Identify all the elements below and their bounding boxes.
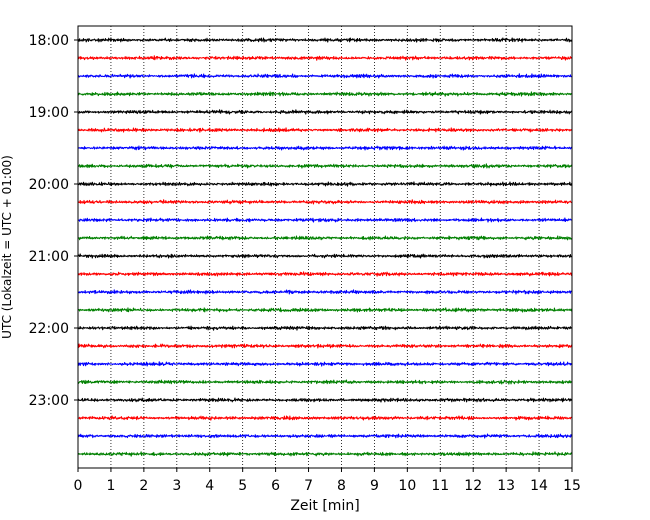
y-axis-label: UTC (Lokalzeit = UTC + 01:00) [0, 155, 14, 339]
x-tick-label: 6 [271, 478, 280, 494]
y-axis-ticks: 18:00 19:00 20:00 21:00 22:00 23:00 [29, 33, 78, 409]
y-tick-label: 21:00 [29, 249, 69, 265]
seismogram-trace [77, 325, 573, 331]
seismogram-trace [77, 271, 573, 277]
x-tick-label: 0 [74, 478, 83, 494]
seismogram-trace [77, 55, 573, 61]
y-tick-label: 20:00 [29, 177, 69, 193]
seismogram-trace [77, 433, 573, 439]
y-tick-label: 18:00 [29, 33, 69, 49]
seismogram-trace [77, 37, 573, 43]
seismogram-trace [77, 253, 573, 259]
x-tick-label: 14 [530, 478, 548, 494]
seismogram-trace [77, 397, 573, 403]
x-tick-label: 1 [106, 478, 115, 494]
x-tick-label: 9 [370, 478, 379, 494]
x-tick-label: 2 [139, 478, 148, 494]
seismogram-trace [77, 235, 573, 241]
seismogram-trace [77, 361, 573, 367]
x-tick-label: 15 [563, 478, 581, 494]
seismogram-trace [77, 451, 573, 457]
x-tick-label: 13 [497, 478, 515, 494]
x-tick-label: 4 [205, 478, 214, 494]
x-tick-label: 12 [464, 478, 482, 494]
seismogram-trace [77, 217, 573, 223]
x-tick-label: 5 [238, 478, 247, 494]
seismogram-trace [77, 415, 573, 421]
seismogram-trace [77, 109, 573, 115]
seismogram-trace [77, 163, 573, 169]
x-tick-label: 7 [304, 478, 313, 494]
trace-layer [77, 37, 573, 457]
seismogram-trace [77, 343, 573, 349]
seismogram-trace [77, 73, 573, 79]
seismogram-trace [77, 199, 573, 205]
y-tick-label: 22:00 [29, 321, 69, 337]
x-tick-label: 8 [337, 478, 346, 494]
seismogram-trace [77, 379, 573, 385]
x-tick-label: 3 [172, 478, 181, 494]
x-axis-ticks: 0 1 2 3 4 5 6 7 8 9 10 11 12 13 14 15 [74, 468, 581, 494]
plot-frame [77, 25, 573, 469]
seismogram-trace [77, 289, 573, 295]
seismogram-trace [77, 181, 573, 187]
seismogram-trace [77, 127, 573, 133]
grid-layer [110, 26, 540, 468]
seismogram-trace [77, 91, 573, 97]
y-tick-label: 19:00 [29, 105, 69, 121]
x-tick-label: 10 [398, 478, 416, 494]
y-tick-label: 23:00 [29, 393, 69, 409]
x-axis-label: Zeit [min] [290, 498, 359, 514]
x-tick-label: 11 [431, 478, 449, 494]
seismogram-trace [77, 307, 573, 313]
seismogram-trace [77, 145, 573, 151]
